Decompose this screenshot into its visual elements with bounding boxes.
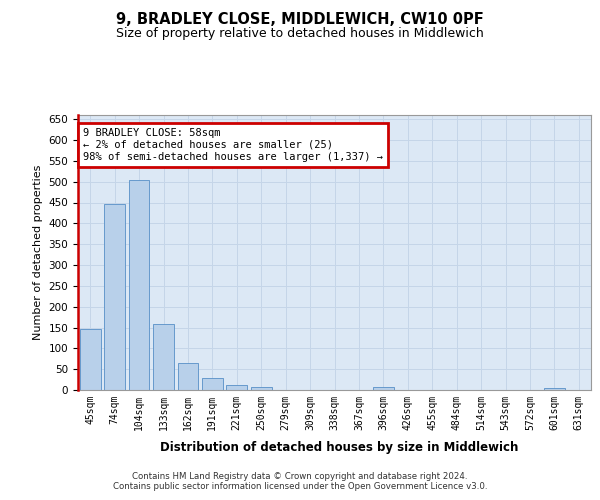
- Bar: [251, 386, 272, 390]
- Bar: [544, 388, 565, 390]
- Bar: [202, 378, 223, 390]
- Text: Size of property relative to detached houses in Middlewich: Size of property relative to detached ho…: [116, 28, 484, 40]
- Text: 9 BRADLEY CLOSE: 58sqm
← 2% of detached houses are smaller (25)
98% of semi-deta: 9 BRADLEY CLOSE: 58sqm ← 2% of detached …: [83, 128, 383, 162]
- Bar: [104, 204, 125, 390]
- Text: Distribution of detached houses by size in Middlewich: Distribution of detached houses by size …: [160, 441, 518, 454]
- Text: Contains public sector information licensed under the Open Government Licence v3: Contains public sector information licen…: [113, 482, 487, 491]
- Text: Contains HM Land Registry data © Crown copyright and database right 2024.: Contains HM Land Registry data © Crown c…: [132, 472, 468, 481]
- Bar: [153, 324, 174, 390]
- Bar: [226, 384, 247, 390]
- Bar: [178, 363, 199, 390]
- Bar: [80, 329, 101, 390]
- Bar: [373, 387, 394, 390]
- Y-axis label: Number of detached properties: Number of detached properties: [33, 165, 43, 340]
- Text: 9, BRADLEY CLOSE, MIDDLEWICH, CW10 0PF: 9, BRADLEY CLOSE, MIDDLEWICH, CW10 0PF: [116, 12, 484, 28]
- Bar: [128, 180, 149, 390]
